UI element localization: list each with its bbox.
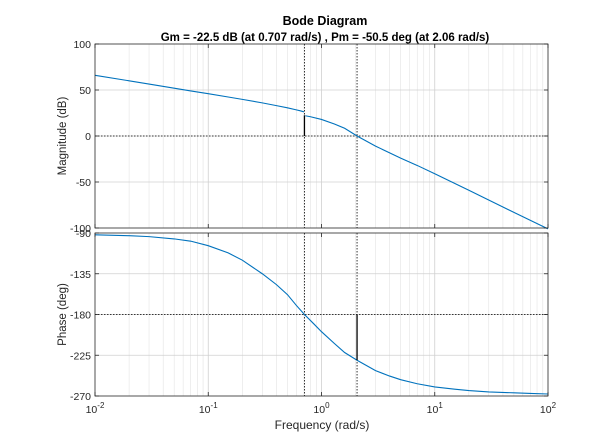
chart-subtitle: Gm = -22.5 dB (at 0.707 rad/s) , Pm = -5…	[161, 32, 490, 44]
magnitude-panel: -100 -50 0 50 100 Magnitude (dB)	[57, 39, 549, 235]
phase-axis-label: Phase (deg)	[57, 283, 69, 346]
y-tick-label: -225	[70, 350, 91, 362]
y-tick-label: 50	[79, 85, 91, 97]
y-tick-label: -100	[70, 223, 91, 235]
y-tick-label: -270	[70, 391, 91, 403]
y-tick-label: -50	[76, 177, 91, 189]
y-tick-label: 100	[73, 39, 91, 51]
chart-title: Bode Diagram	[283, 14, 368, 28]
x-tick-label: 10-2	[86, 401, 105, 416]
x-tick-label: 101	[427, 401, 444, 416]
phase-curve	[94, 234, 549, 395]
y-tick-label: 0	[85, 131, 91, 143]
x-axis-label: Frequency (rad/s)	[275, 418, 370, 432]
x-tick-label: 102	[540, 401, 557, 416]
x-tick-label: 100	[313, 401, 330, 416]
magnitude-axis-label: Magnitude (dB)	[57, 97, 69, 176]
y-tick-label: -90	[76, 228, 91, 240]
magnitude-curve	[94, 74, 305, 113]
phase-panel: -270 -225 -180 -135 -90 Phase (deg)	[57, 228, 549, 403]
magnitude-curve	[305, 115, 549, 230]
y-tick-label: -180	[70, 310, 91, 322]
y-tick-label: -135	[70, 269, 91, 281]
x-tick-label: 10-1	[199, 401, 218, 416]
